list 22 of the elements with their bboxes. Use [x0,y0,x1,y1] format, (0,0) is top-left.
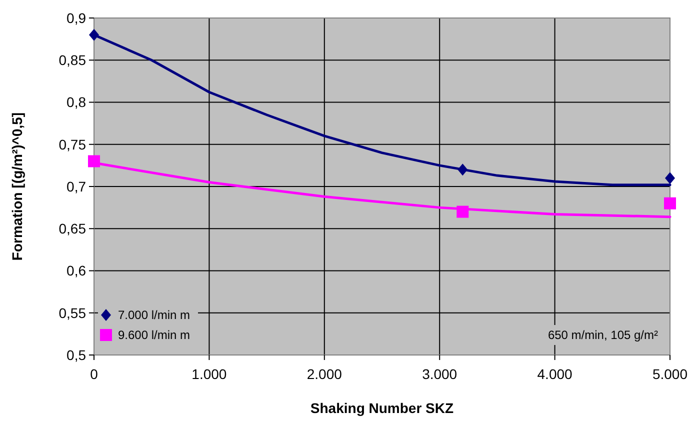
legend-label: 9.600 l/min m [118,328,190,342]
y-axis-title: Formation [(g/m²)^0,5] [9,112,25,261]
x-tick-label: 5.000 [652,366,688,382]
x-tick-label: 2.000 [306,366,342,382]
y-tick-label: 0,9 [66,10,86,26]
y-tick-label: 0,85 [58,52,86,68]
annotation: 650 m/min, 105 g/m² [548,328,658,342]
y-tick-label: 0,8 [66,94,86,110]
y-tick-label: 0,6 [66,262,86,279]
point [664,197,676,210]
y-tick-label: 0,65 [58,220,86,237]
y-tick-label: 0,7 [66,178,86,194]
x-tick-label: 1.000 [192,366,227,382]
x-axis-title: Shaking Number SKZ [310,400,454,416]
y-tick-label: 0,5 [66,346,86,363]
x-tick-label: 0 [90,366,98,382]
x-tick-label: 4.000 [537,366,573,382]
point [665,172,675,184]
x-tick-label: 3.000 [422,366,458,382]
legend-label: 7.000 l/min m [118,308,190,322]
y-tick-label: 0,75 [58,136,86,152]
y-tick-label: 0,55 [58,304,86,321]
